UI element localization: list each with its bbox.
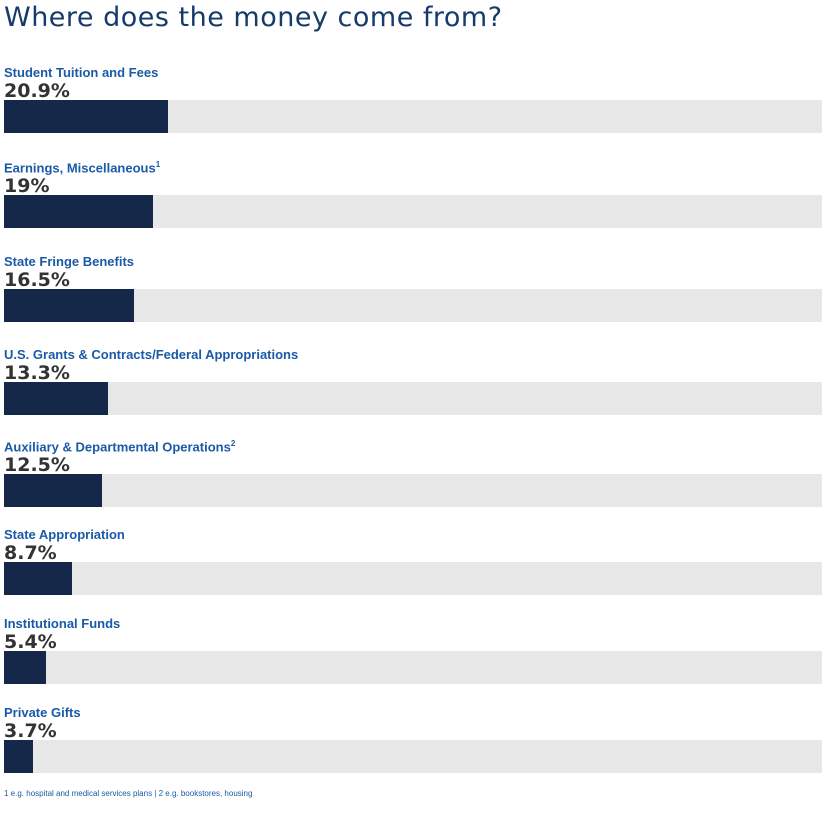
- bar: [4, 740, 34, 773]
- bar-track: [4, 195, 822, 228]
- category-text: Institutional Funds: [4, 616, 121, 631]
- bar-track: [4, 740, 822, 773]
- category-label: Auxiliary & Departmental Operations2: [4, 439, 235, 454]
- value-label: 12.5%: [4, 454, 70, 476]
- category-text: U.S. Grants & Contracts/Federal Appropri…: [4, 347, 299, 362]
- bar-track: [4, 651, 822, 684]
- category-text: State Fringe Benefits: [4, 254, 135, 269]
- bar-track: [4, 562, 822, 595]
- bar-track: [4, 382, 822, 415]
- value-label: 20.9%: [4, 80, 70, 102]
- bar: [4, 289, 134, 322]
- value-label: 3.7%: [4, 720, 57, 742]
- value-label: 19%: [4, 175, 50, 197]
- bar: [4, 474, 103, 507]
- category-label: State Fringe Benefits: [4, 254, 134, 269]
- category-label: Earnings, Miscellaneous1: [4, 160, 160, 175]
- chart-title: Where does the money come from?: [4, 2, 503, 33]
- bar-track: [4, 474, 822, 507]
- category-label: Institutional Funds: [4, 616, 120, 631]
- value-label: 5.4%: [4, 631, 57, 653]
- category-text: State Appropriation: [4, 527, 125, 542]
- category-label: Student Tuition and Fees: [4, 65, 158, 80]
- bar: [4, 382, 109, 415]
- value-label: 8.7%: [4, 542, 57, 564]
- category-text: Earnings, Miscellaneous: [4, 160, 156, 176]
- bar: [4, 562, 73, 595]
- category-label: U.S. Grants & Contracts/Federal Appropri…: [4, 347, 298, 362]
- bar-track: [4, 100, 822, 133]
- bar: [4, 651, 47, 684]
- category-label: Private Gifts: [4, 705, 81, 720]
- footnote-mark: 2: [230, 439, 236, 448]
- bar: [4, 195, 154, 228]
- footnote: 1 e.g. hospital and medical services pla…: [4, 789, 253, 798]
- value-label: 13.3%: [4, 362, 70, 384]
- footnote-mark: 1: [155, 160, 161, 169]
- category-text: Auxiliary & Departmental Operations: [4, 439, 231, 455]
- value-label: 16.5%: [4, 269, 70, 291]
- category-text: Private Gifts: [4, 705, 81, 720]
- bar-track: [4, 289, 822, 322]
- bar: [4, 100, 169, 133]
- category-text: Student Tuition and Fees: [4, 65, 159, 80]
- category-label: State Appropriation: [4, 527, 125, 542]
